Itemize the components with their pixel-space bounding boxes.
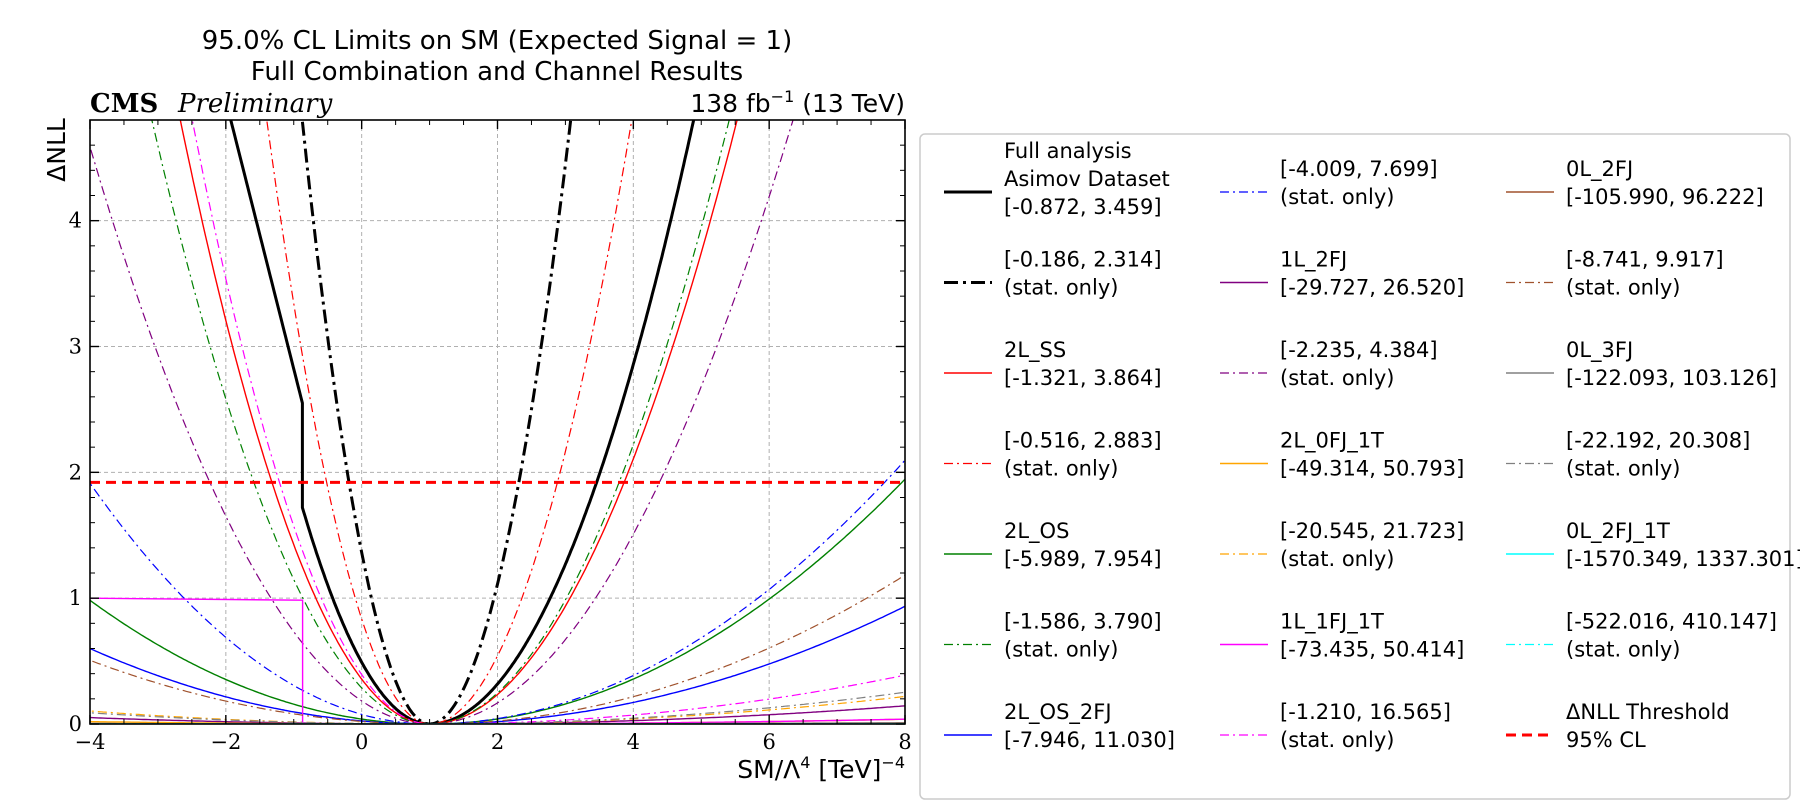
legend-text: [-7.946, 11.030] [1004, 728, 1175, 752]
x-tick-label: 8 [898, 730, 911, 754]
y-tick-label: 2 [69, 460, 82, 484]
legend-entry-3: [-0.516, 2.883] (stat. only) [944, 429, 1162, 481]
legend-entry-8: 1L_2FJ [-29.727, 26.520] [1220, 248, 1464, 300]
legend-text: 1L_1FJ_1T [1280, 610, 1384, 635]
y-tick-label: 4 [69, 209, 82, 233]
legend-entry-6: 2L_OS_2FJ [-7.946, 11.030] [944, 700, 1175, 752]
legend-entry-14: 0L_2FJ [-105.990, 96.222] [1506, 157, 1764, 209]
legend-text: (stat. only) [1004, 457, 1118, 481]
legend-text: Full analysis [1004, 139, 1132, 163]
y-tick-label: 3 [69, 335, 82, 359]
legend-text: 2L_0FJ_1T [1280, 429, 1384, 454]
series-line-12 [90, 597, 905, 724]
legend-entry-9: [-2.235, 4.384] (stat. only) [1220, 338, 1438, 390]
x-tick-label: 4 [627, 730, 640, 754]
y-tick-label: 1 [69, 586, 82, 610]
experiment-label: CMS [90, 89, 158, 119]
legend-entry-13: [-1.210, 16.565] (stat. only) [1220, 700, 1451, 752]
legend-text: (stat. only) [1280, 728, 1394, 752]
x-tick-label: −2 [210, 730, 241, 754]
legend-text: 2L_OS_2FJ [1004, 700, 1112, 725]
legend-entry-threshold: ΔNLL Threshold 95% CL [1506, 700, 1730, 752]
legend-entry-18: 0L_2FJ_1T [-1570.349, 1337.301] [1506, 519, 1800, 571]
svg-text:138 fb−1 (13 TeV): 138 fb−1 (13 TeV) [690, 87, 905, 118]
legend-text: [-1570.349, 1337.301] [1566, 547, 1800, 571]
legend-text: [-0.516, 2.883] [1004, 429, 1162, 453]
legend-entry-1: [-0.186, 2.314] (stat. only) [944, 248, 1162, 300]
legend-text: [-20.545, 21.723] [1280, 519, 1464, 543]
legend-entry-15: [-8.741, 9.917] (stat. only) [1506, 248, 1724, 300]
svg-text:SM/Λ4 [TeV]−4: SM/Λ4 [TeV]−4 [737, 753, 905, 784]
chart-title: 95.0% CL Limits on SM (Expected Signal =… [202, 26, 792, 56]
lumi-label: 138 fb−1 (13 TeV) [690, 87, 905, 118]
axis-ticks: −4 −2 0 2 4 6 8 0 1 2 3 4 [69, 120, 912, 754]
legend-text: [-0.872, 3.459] [1004, 195, 1162, 219]
legend-entry-16: 0L_3FJ [-122.093, 103.126] [1506, 338, 1777, 390]
legend-text: [-73.435, 50.414] [1280, 638, 1464, 662]
x-tick-label: −4 [75, 730, 106, 754]
legend-text: [-2.235, 4.384] [1280, 338, 1438, 362]
legend-text: (stat. only) [1280, 185, 1394, 209]
grid [90, 120, 905, 724]
legend-entry-4: 2L_OS [-5.989, 7.954] [944, 519, 1162, 571]
legend-text: [-122.093, 103.126] [1566, 366, 1777, 390]
legend-text: [-0.186, 2.314] [1004, 248, 1162, 272]
legend-text: [-1.586, 3.790] [1004, 610, 1162, 634]
series-line-9 [90, 120, 794, 724]
legend-text: 2L_OS [1004, 519, 1069, 544]
legend-text: 0L_2FJ_1T [1566, 519, 1670, 544]
series-line-2 [179, 120, 738, 724]
legend-text: 0L_2FJ [1566, 157, 1633, 182]
legend-text: [-5.989, 7.954] [1004, 547, 1162, 571]
y-tick-label: 0 [69, 712, 82, 736]
legend-text: ΔNLL Threshold [1566, 700, 1730, 724]
series-line-5 [151, 120, 730, 724]
legend-entry-17: [-22.192, 20.308] (stat. only) [1506, 429, 1750, 481]
status-label: Preliminary [177, 89, 333, 119]
legend-text: (stat. only) [1004, 276, 1118, 300]
legend-text: 2L_SS [1004, 338, 1066, 363]
legend-text: (stat. only) [1280, 366, 1394, 390]
legend-text: (stat. only) [1280, 547, 1394, 571]
x-axis-label: SM/Λ4 [TeV]−4 [737, 753, 905, 784]
chart-subtitle: Full Combination and Channel Results [251, 57, 743, 87]
series-line-0 [229, 120, 696, 724]
legend-entry-10: 2L_0FJ_1T [-49.314, 50.793] [1220, 429, 1464, 481]
legend-text: (stat. only) [1004, 638, 1118, 662]
legend-text: 1L_2FJ [1280, 248, 1347, 273]
legend-text: [-22.192, 20.308] [1566, 429, 1750, 453]
legend-text: [-1.321, 3.864] [1004, 366, 1162, 390]
legend: Full analysis Asimov Dataset [-0.872, 3.45… [944, 139, 1800, 752]
legend-entry-19: [-522.016, 410.147] (stat. only) [1506, 610, 1777, 662]
legend-text: [-1.210, 16.565] [1280, 700, 1451, 724]
x-tick-label: 2 [491, 730, 504, 754]
legend-text: 95% CL [1566, 728, 1646, 752]
x-tick-label: 0 [355, 730, 368, 754]
legend-text: [-49.314, 50.793] [1280, 457, 1464, 481]
legend-text: (stat. only) [1566, 638, 1680, 662]
legend-entry-2: 2L_SS [-1.321, 3.864] [944, 338, 1162, 390]
legend-box [919, 133, 1791, 800]
legend-text: Asimov Dataset [1004, 167, 1170, 191]
series-line-1 [300, 120, 573, 724]
legend-entry-11: [-20.545, 21.723] (stat. only) [1220, 519, 1464, 571]
legend-text: [-105.990, 96.222] [1566, 185, 1764, 209]
legend-entry-0: Full analysis Asimov Dataset [-0.872, 3.45… [944, 139, 1170, 219]
x-tick-label: 6 [762, 730, 775, 754]
legend-entry-12: 1L_1FJ_1T [-73.435, 50.414] [1220, 610, 1464, 662]
legend-entry-5: [-1.586, 3.790] (stat. only) [944, 610, 1162, 662]
y-axis-label: ΔNLL [42, 118, 71, 182]
series-line-7 [90, 459, 905, 724]
legend-text: [-522.016, 410.147] [1566, 610, 1777, 634]
legend-text: (stat. only) [1566, 457, 1680, 481]
legend-text: [-4.009, 7.699] [1280, 157, 1438, 181]
legend-text: [-8.741, 9.917] [1566, 248, 1724, 272]
legend-entry-7: [-4.009, 7.699] (stat. only) [1220, 157, 1438, 209]
legend-text: 0L_3FJ [1566, 338, 1633, 363]
legend-text: [-29.727, 26.520] [1280, 276, 1464, 300]
legend-text: (stat. only) [1566, 276, 1680, 300]
